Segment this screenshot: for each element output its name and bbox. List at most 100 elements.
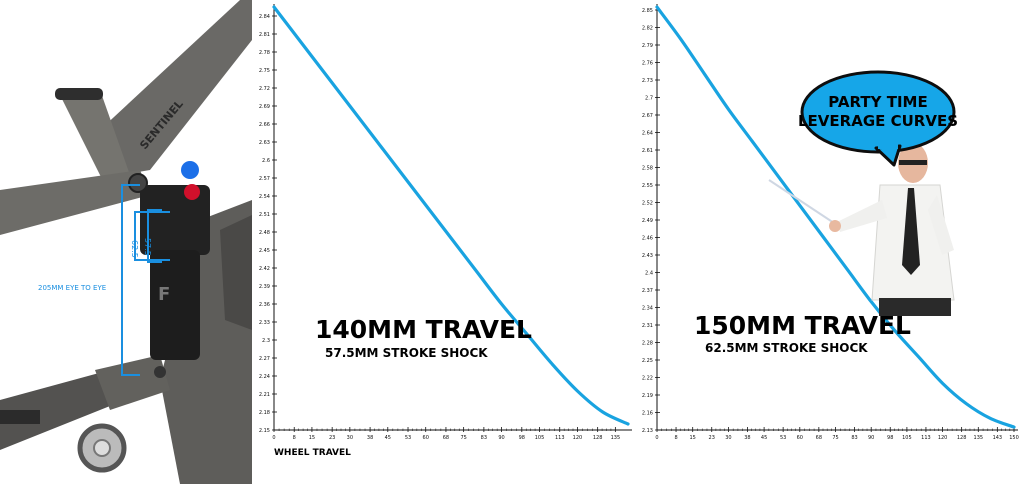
x-tick-label: 60 — [797, 435, 803, 441]
x-tick-label: 143 — [993, 435, 1003, 441]
svg-text:F: F — [158, 284, 170, 305]
y-tick-label: 2.64 — [642, 131, 653, 137]
y-tick-label: 2.43 — [642, 253, 653, 259]
chart-subtitle: 57.5MM STROKE SHOCK — [325, 346, 488, 360]
bubble-line-1: PARTY TIME — [828, 93, 927, 111]
y-tick-label: 2.27 — [259, 356, 270, 362]
x-tick-label: 150 — [1009, 435, 1019, 441]
y-tick-label: 2.39 — [259, 284, 270, 290]
y-tick-label: 2.3 — [262, 338, 270, 344]
y-tick-label: 2.55 — [642, 183, 653, 189]
y-tick-label: 2.72 — [259, 86, 270, 92]
y-tick-label: 2.78 — [259, 50, 270, 56]
pointer-stick — [768, 179, 838, 226]
top-tube — [100, 0, 252, 175]
x-tick-label: 113 — [921, 435, 931, 441]
x-tick-label: 128 — [957, 435, 967, 441]
x-tick-label: 30 — [347, 435, 353, 441]
x-tick-label: 0 — [272, 435, 275, 441]
x-tick-label: 8 — [293, 435, 296, 441]
x-tick-label: 75 — [832, 435, 838, 441]
x-tick-label: 68 — [443, 435, 449, 441]
y-tick-label: 2.61 — [642, 148, 653, 154]
y-tick-label: 2.37 — [642, 288, 653, 294]
x-tick-label: 105 — [902, 435, 912, 441]
x-tick-label: 45 — [761, 435, 767, 441]
seat-stay — [0, 170, 150, 235]
y-tick-label: 2.6 — [262, 158, 270, 164]
x-tick-label: 113 — [555, 435, 565, 441]
leverage-curve — [272, 5, 630, 426]
x-tick-label: 15 — [690, 435, 696, 441]
stroke-label-2: 57.5 — [143, 238, 152, 256]
x-tick-label: 135 — [611, 435, 621, 441]
y-tick-label: 2.67 — [642, 113, 653, 119]
x-tick-label: 120 — [573, 435, 583, 441]
y-tick-label: 2.58 — [642, 166, 653, 172]
y-tick-label: 2.36 — [259, 302, 270, 308]
y-tick-label: 2.85 — [642, 8, 653, 14]
x-tick-label: 45 — [385, 435, 391, 441]
y-tick-label: 2.25 — [642, 358, 653, 364]
y-tick-label: 2.45 — [259, 248, 270, 254]
y-tick-label: 2.46 — [642, 236, 653, 242]
speech-bubble: PARTY TIME LEVERAGE CURVES — [798, 70, 958, 167]
y-tick-label: 2.15 — [259, 428, 270, 434]
x-tick-label: 23 — [709, 435, 715, 441]
y-tick-label: 2.7 — [645, 96, 653, 102]
y-tick-label: 2.63 — [259, 140, 270, 146]
y-tick-label: 2.48 — [259, 230, 270, 236]
y-tick-label: 2.13 — [642, 428, 653, 434]
y-tick-label: 2.42 — [259, 266, 270, 272]
presenter-figure — [768, 143, 955, 316]
y-tick-label: 2.66 — [259, 122, 270, 128]
x-tick-label: 38 — [367, 435, 373, 441]
x-tick-label: 38 — [744, 435, 750, 441]
x-axis-label: WHEEL TRAVEL — [274, 448, 351, 458]
x-tick-label: 83 — [481, 435, 487, 441]
y-tick-label: 2.79 — [642, 43, 653, 49]
x-tick-label: 0 — [655, 435, 658, 441]
x-tick-label: 120 — [938, 435, 948, 441]
y-tick-label: 2.49 — [642, 218, 653, 224]
y-axis: 2.85 2.82 2.79 2.76 2.73 2.7 2.67 2.64 2.61 2.58 2… — [642, 4, 660, 434]
y-tick-label: 2.73 — [642, 78, 653, 84]
x-tick-label: 30 — [725, 435, 731, 441]
y-tick-label: 2.16 — [642, 411, 653, 417]
x-tick-label: 135 — [974, 435, 984, 441]
y-tick-label: 2.51 — [259, 212, 270, 218]
x-tick-label: 8 — [674, 435, 677, 441]
y-tick-label: 2.54 — [259, 194, 270, 200]
chart-subtitle: 62.5MM STROKE SHOCK — [705, 341, 868, 355]
leverage-curve — [655, 5, 1016, 429]
y-tick-label: 2.21 — [259, 392, 270, 398]
y-tick-label: 2.69 — [259, 104, 270, 110]
x-tick-label: 15 — [309, 435, 315, 441]
y-tick-label: 2.28 — [642, 341, 653, 347]
stroke-label-1: 62.5 — [130, 240, 139, 258]
x-axis: 0 8 15 23 30 38 45 53 60 68 75 83 90 98 105 113 120 128 13… — [272, 427, 632, 441]
leverage-chart-150: 2.85 2.82 2.79 2.76 2.73 2.7 2.67 2.64 2.61 2.58 2… — [642, 4, 1019, 441]
chart-title: 150MM TRAVEL — [694, 311, 911, 340]
x-tick-label: 53 — [780, 435, 786, 441]
seat-tube — [60, 90, 130, 185]
y-tick-label: 2.84 — [259, 14, 270, 20]
x-tick-label: 98 — [887, 435, 893, 441]
y-tick-label: 2.82 — [642, 26, 653, 32]
y-tick-label: 2.33 — [259, 320, 270, 326]
x-tick-label: 75 — [460, 435, 466, 441]
x-tick-label: 90 — [498, 435, 504, 441]
x-tick-label: 83 — [851, 435, 857, 441]
dimension-label: 205MM EYE TO EYE — [38, 284, 106, 292]
x-tick-label: 60 — [423, 435, 429, 441]
x-tick-label: 98 — [519, 435, 525, 441]
y-tick-label: 2.34 — [642, 306, 653, 312]
x-tick-label: 105 — [535, 435, 545, 441]
x-tick-label: 53 — [405, 435, 411, 441]
chart-title: 140MM TRAVEL — [315, 315, 532, 344]
y-tick-label: 2.75 — [259, 68, 270, 74]
y-tick-label: 2.24 — [259, 374, 270, 380]
bubble-line-2: LEVERAGE CURVES — [798, 112, 958, 130]
y-tick-label: 2.81 — [259, 32, 270, 38]
y-tick-label: 2.19 — [642, 393, 653, 399]
